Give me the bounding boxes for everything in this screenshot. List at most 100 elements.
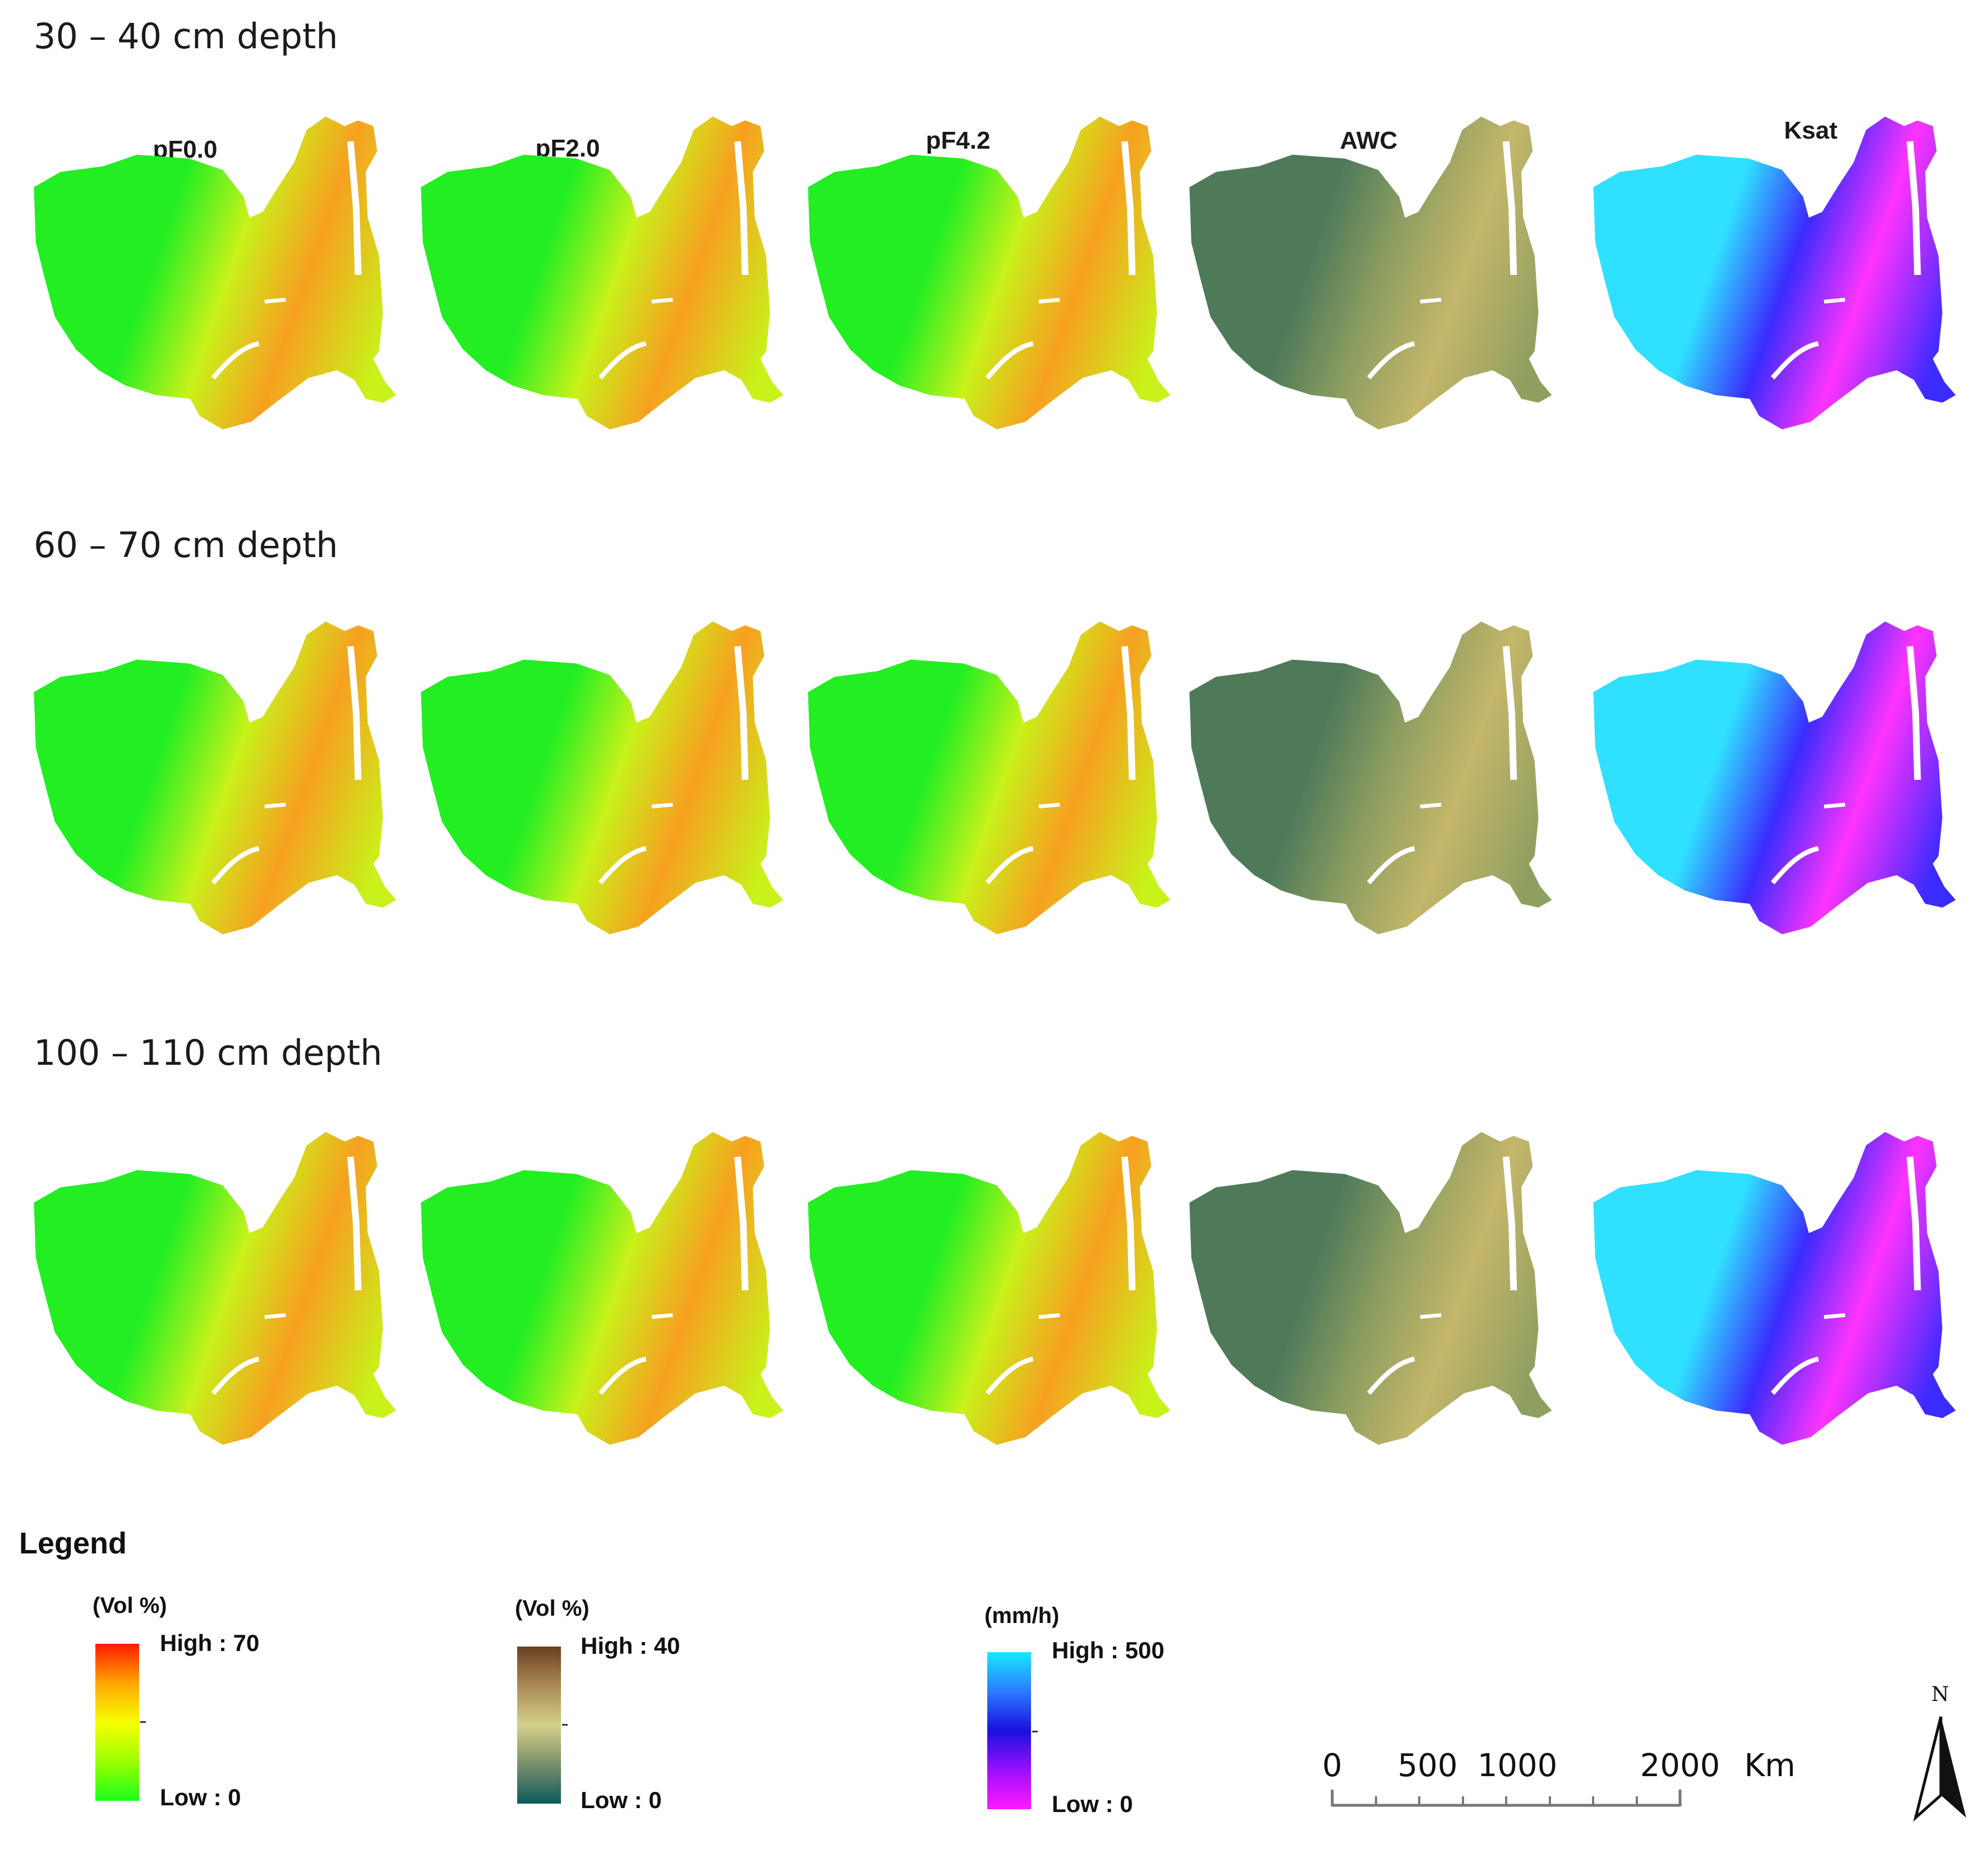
lake-line xyxy=(651,297,673,304)
legend-ksat-unit: (mm/h) xyxy=(984,1603,1060,1628)
lake-line xyxy=(651,802,673,808)
river-line xyxy=(1770,846,1819,885)
eastern-gap-line xyxy=(1121,646,1136,780)
region-shape xyxy=(1593,1132,1956,1445)
region-shape xyxy=(1189,621,1552,935)
river-line xyxy=(985,341,1034,380)
lake-line xyxy=(264,297,286,304)
region-shape xyxy=(34,621,397,935)
eastern-gap-line xyxy=(347,646,362,780)
legend-ksat-mid-tick xyxy=(1032,1731,1038,1732)
river-line xyxy=(1770,341,1819,380)
map-panel-row2-pf00 xyxy=(34,621,397,935)
region-shape xyxy=(1189,1132,1552,1445)
river-line xyxy=(985,846,1034,885)
lake-line xyxy=(1824,1313,1846,1319)
region-shape xyxy=(1593,116,1956,430)
lake-line xyxy=(264,1313,286,1319)
lake-line xyxy=(1420,297,1442,304)
river-line xyxy=(598,341,647,380)
region-shape xyxy=(1593,621,1956,935)
eastern-gap-line xyxy=(347,1156,362,1291)
river-line xyxy=(211,341,260,380)
eastern-gap-line xyxy=(734,646,749,780)
river-line xyxy=(1366,1357,1415,1395)
north-label: N xyxy=(1931,1683,1949,1706)
region-shape xyxy=(808,116,1171,430)
legend-ksat-high: High : 500 xyxy=(1052,1637,1165,1663)
lake-line xyxy=(1038,802,1060,808)
region-shape xyxy=(421,621,784,935)
lake-line xyxy=(1824,297,1846,304)
legend-awc-unit: (Vol %) xyxy=(515,1596,590,1621)
legend-awc-mid-tick xyxy=(562,1724,568,1726)
legend-awc-high: High : 40 xyxy=(581,1633,680,1659)
row-title-100-110: 100 – 110 cm depth xyxy=(34,1032,383,1073)
map-panel-row3-ksat xyxy=(1593,1132,1956,1445)
eastern-gap-line xyxy=(1502,141,1517,275)
river-line xyxy=(1770,1357,1819,1395)
eastern-gap-line xyxy=(1121,141,1136,275)
region-shape xyxy=(808,621,1171,935)
north-arrow-icon xyxy=(1913,1716,1966,1822)
region-shape xyxy=(421,1132,784,1445)
lake-line xyxy=(1824,802,1846,808)
map-panel-row3-pf42 xyxy=(808,1132,1171,1445)
scale-label-2000: 2000 xyxy=(1640,1748,1720,1784)
map-panel-row3-pf20 xyxy=(421,1132,784,1445)
legend-awc-low: Low : 0 xyxy=(581,1787,662,1813)
map-panel-row3-pf00 xyxy=(34,1132,397,1445)
legend-water-high: High : 70 xyxy=(160,1630,260,1656)
scale-bar-graphic xyxy=(1331,1790,1682,1807)
legend-water-unit: (Vol %) xyxy=(93,1593,167,1618)
scale-label-1000: 1000 xyxy=(1477,1748,1558,1784)
lake-line xyxy=(1038,297,1060,304)
legend-water-low: Low : 0 xyxy=(160,1784,241,1810)
lake-line xyxy=(1038,1313,1060,1319)
eastern-gap-line xyxy=(1502,1156,1517,1291)
river-line xyxy=(598,846,647,885)
legend-title: Legend xyxy=(19,1526,127,1560)
row-title-60-70: 60 – 70 cm depth xyxy=(34,525,338,565)
river-line xyxy=(1366,341,1415,380)
lake-line xyxy=(651,1313,673,1319)
river-line xyxy=(598,1357,647,1395)
eastern-gap-line xyxy=(734,1156,749,1291)
eastern-gap-line xyxy=(347,141,362,275)
region-shape xyxy=(34,1132,397,1445)
map-panel-row1-pf42 xyxy=(808,116,1171,430)
legend-ksat-ramp xyxy=(987,1652,1031,1809)
map-panel-row2-pf20 xyxy=(421,621,784,935)
map-panel-row2-ksat xyxy=(1593,621,1956,935)
map-panel-row1-ksat xyxy=(1593,116,1956,430)
region-shape xyxy=(1189,116,1552,430)
region-shape xyxy=(34,116,397,430)
river-line xyxy=(1366,846,1415,885)
eastern-gap-line xyxy=(1906,646,1921,780)
eastern-gap-line xyxy=(1502,646,1517,780)
region-shape xyxy=(421,116,784,430)
column-title-pf42: pF4.2 xyxy=(926,127,991,154)
eastern-gap-line xyxy=(1906,141,1921,275)
scale-label-0: 0 xyxy=(1322,1748,1342,1784)
eastern-gap-line xyxy=(734,141,749,275)
lake-line xyxy=(1420,802,1442,808)
river-line xyxy=(211,1357,260,1395)
map-panel-row3-awc xyxy=(1189,1132,1552,1445)
row-title-30-40: 30 – 40 cm depth xyxy=(34,16,338,57)
map-panel-row2-awc xyxy=(1189,621,1552,935)
eastern-gap-line xyxy=(1121,1156,1136,1291)
region-shape xyxy=(808,1132,1171,1445)
map-panel-row1-pf00 xyxy=(34,116,397,430)
eastern-gap-line xyxy=(1906,1156,1921,1291)
lake-line xyxy=(1420,1313,1442,1319)
scale-unit: Km xyxy=(1744,1748,1796,1784)
lake-line xyxy=(264,802,286,808)
river-line xyxy=(211,846,260,885)
column-title-ksat: Ksat xyxy=(1784,117,1838,144)
column-title-awc: AWC xyxy=(1340,127,1398,154)
river-line xyxy=(985,1357,1034,1395)
legend-water-ramp xyxy=(95,1644,139,1801)
map-panel-row2-pf42 xyxy=(808,621,1171,935)
map-panel-row1-awc xyxy=(1189,116,1552,430)
